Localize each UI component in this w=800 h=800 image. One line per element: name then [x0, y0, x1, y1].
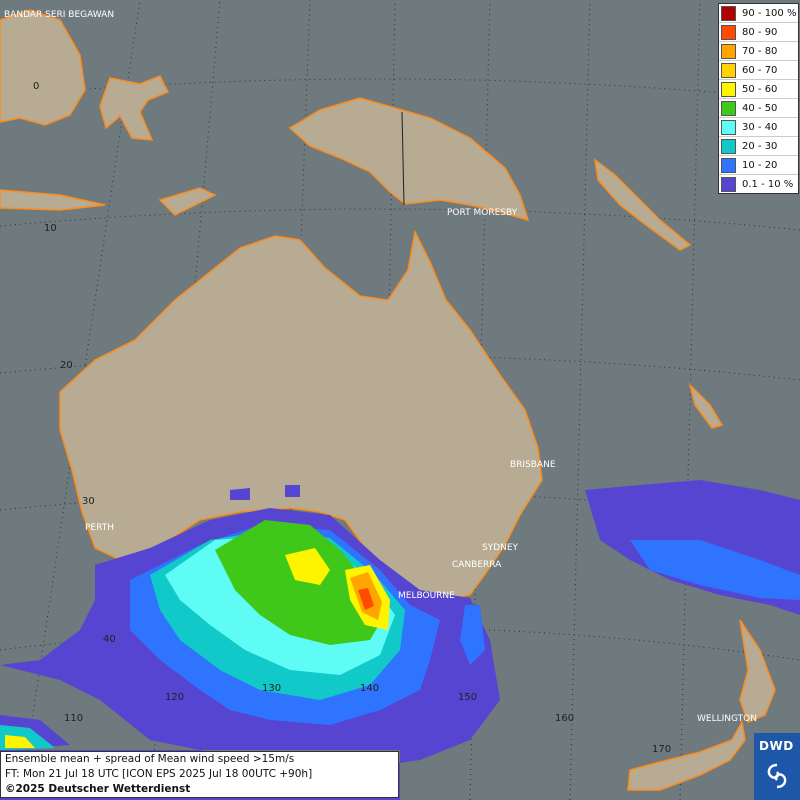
lon-label: 170: [652, 744, 671, 755]
landmass-borneo: [0, 9, 86, 126]
lon-label: 140: [360, 683, 379, 694]
dwd-logo-text: DWD: [759, 739, 794, 753]
info-box: Ensemble mean + spread of Mean wind spee…: [0, 751, 399, 798]
lon-label: 120: [165, 692, 184, 703]
legend-swatch: [721, 157, 736, 173]
legend-label: 80 - 90: [742, 26, 778, 38]
info-line-forecast-time: FT: Mon 21 Jul 18 UTC [ICON EPS 2025 Jul…: [5, 768, 313, 780]
lon-labels: 110 120 130 140 150 160 170: [64, 683, 671, 755]
legend-item: 10 - 20: [719, 156, 798, 175]
legend-swatch: [721, 138, 736, 154]
legend-swatch: [721, 43, 736, 59]
legend-swatch: [721, 100, 736, 116]
legend-item: 50 - 60: [719, 80, 798, 99]
legend-label: 50 - 60: [742, 83, 778, 95]
city-label: PERTH: [85, 523, 114, 533]
city-label: SYDNEY: [482, 543, 519, 553]
legend-swatch: [721, 5, 736, 21]
legend-item: 0.1 - 10 %: [719, 175, 798, 193]
legend-item: 70 - 80: [719, 42, 798, 61]
legend-swatch: [721, 176, 736, 192]
landmass-java: [0, 189, 106, 211]
legend: 90 - 100 % 80 - 90 70 - 80 60 - 70 50 - 60 40…: [718, 3, 799, 194]
city-label: MELBOURNE: [398, 591, 455, 601]
legend-item: 60 - 70: [719, 61, 798, 80]
wind-probability-field: [0, 480, 800, 800]
landmass-sulawesi: [99, 75, 170, 141]
landmass-new-guinea: [288, 97, 530, 222]
legend-label: 90 - 100 %: [742, 7, 797, 19]
legend-item: 20 - 30: [719, 137, 798, 156]
landmass-timor: [158, 187, 217, 216]
legend-label: 40 - 50: [742, 102, 778, 114]
lon-label: 110: [64, 713, 83, 724]
legend-item: 30 - 40: [719, 118, 798, 137]
legend-item: 80 - 90: [719, 23, 798, 42]
lat-label: 30: [82, 496, 95, 507]
city-label: PORT MORESBY: [447, 208, 518, 218]
info-line-product: Ensemble mean + spread of Mean wind spee…: [5, 753, 295, 765]
lat-labels: 0 10 20 30 40: [33, 81, 116, 645]
legend-swatch: [721, 81, 736, 97]
lon-label: 130: [262, 683, 281, 694]
legend-item: 90 - 100 %: [719, 4, 798, 23]
legend-swatch: [721, 119, 736, 135]
city-label: BANDAR SERI BEGAWAN: [4, 10, 114, 20]
legend-label: 70 - 80: [742, 45, 778, 57]
landmass-solomons: [593, 158, 692, 251]
dwd-logo: DWD: [754, 733, 800, 800]
city-labels: BANDAR SERI BEGAWAN PORT MORESBY BRISBAN…: [4, 10, 757, 724]
city-label: WELLINGTON: [697, 714, 757, 724]
info-line-copyright: ©2025 Deutscher Wetterdienst: [5, 783, 191, 795]
legend-label: 0.1 - 10 %: [742, 178, 794, 190]
lon-label: 160: [555, 713, 574, 724]
cyclone-icon: [767, 763, 787, 789]
landmass-nz-north: [739, 619, 776, 723]
legend-label: 30 - 40: [742, 121, 778, 133]
legend-label: 60 - 70: [742, 64, 778, 76]
landmass-nz-south: [627, 719, 746, 791]
legend-swatch: [721, 24, 736, 40]
legend-item: 40 - 50: [719, 99, 798, 118]
legend-label: 20 - 30: [742, 140, 778, 152]
png-border: [401, 111, 405, 206]
lon-label: 150: [458, 692, 477, 703]
city-label: BRISBANE: [510, 460, 556, 470]
lat-label: 10: [44, 223, 57, 234]
city-label: CANBERRA: [452, 560, 502, 570]
landmass-vanuatu: [688, 382, 724, 429]
landmasses: [0, 9, 776, 791]
legend-label: 10 - 20: [742, 159, 778, 171]
lat-label: 0: [33, 81, 39, 92]
lat-label: 20: [60, 360, 73, 371]
legend-swatch: [721, 62, 736, 78]
lat-label: 40: [103, 634, 116, 645]
